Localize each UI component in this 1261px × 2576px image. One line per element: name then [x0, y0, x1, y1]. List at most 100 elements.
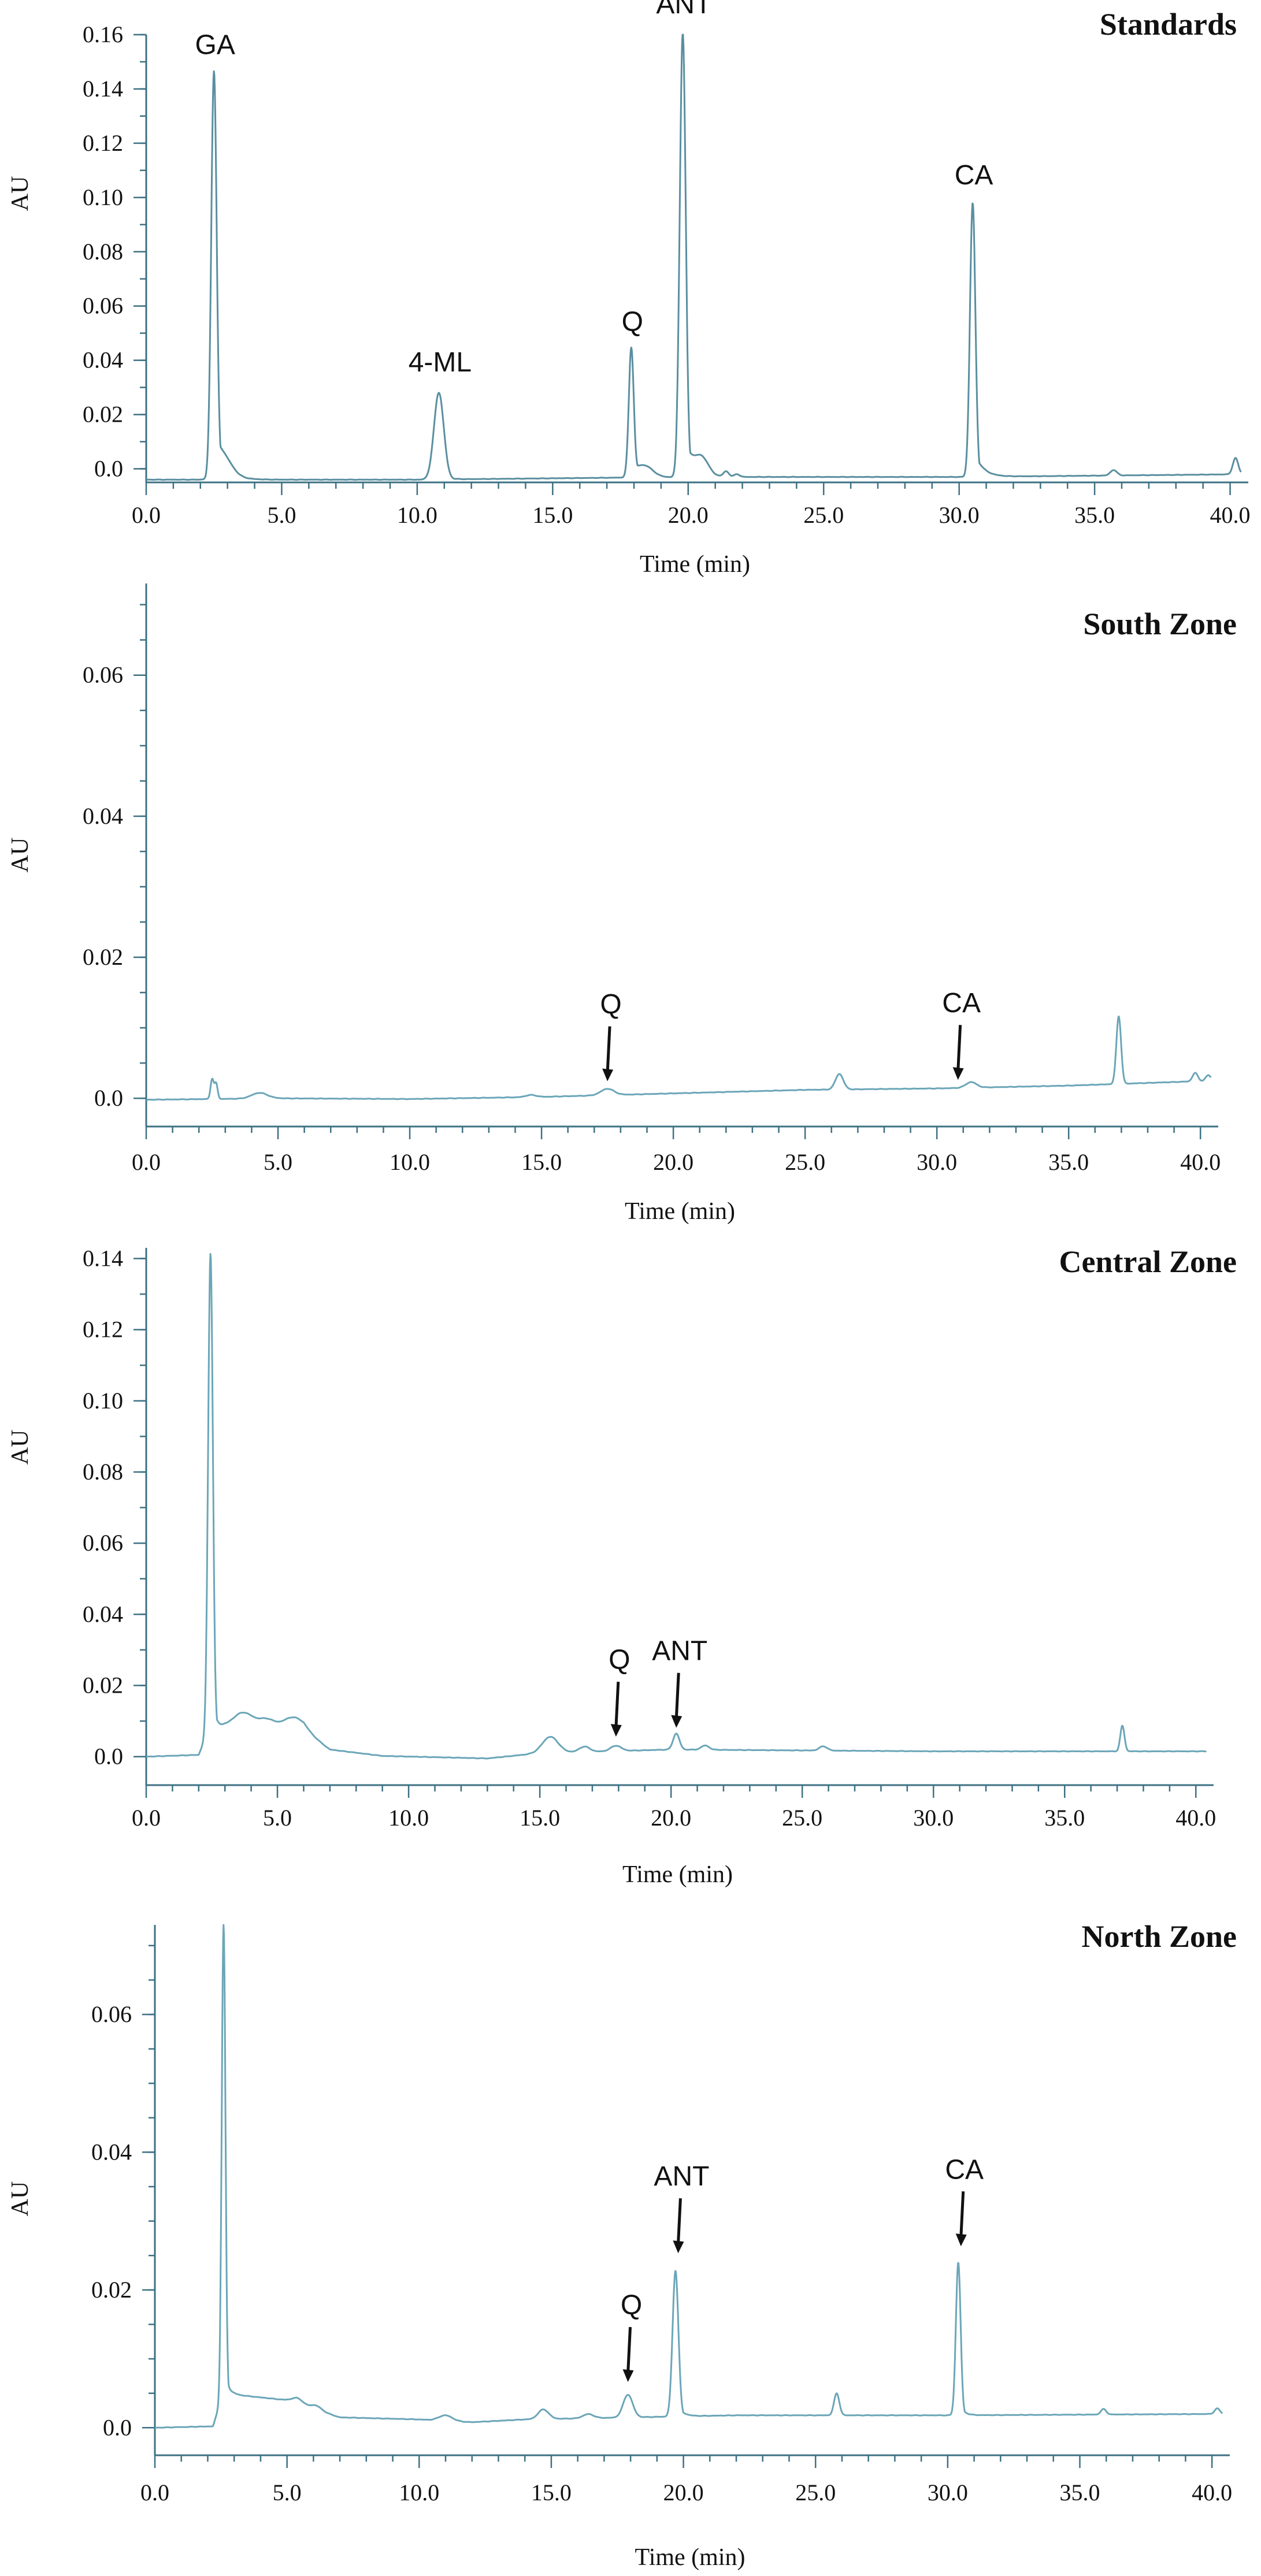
y-tick-label: 0.16 [83, 21, 123, 47]
x-tick-label: 0.0 [140, 2480, 169, 2506]
x-axis-title: Time (min) [640, 551, 750, 578]
peak-label: Q [622, 307, 643, 337]
x-tick-label: 15.0 [532, 502, 573, 528]
chart-panel-south-zone: 0.0 0.02 0.04 0.06 0.0 5.0 10.0 15.0 20.0 25.0 30.… [0, 583, 1261, 1236]
x-tick-label: 35.0 [1044, 1805, 1085, 1831]
y-tick-label: 0.06 [83, 1530, 123, 1556]
x-tick-label: 10.0 [388, 1805, 429, 1831]
y-tick-label: 0.12 [83, 130, 123, 156]
panel-title-standards: Standards [1100, 7, 1237, 42]
peak-label: Q [609, 1645, 630, 1675]
x-tick-label: 5.0 [273, 2480, 302, 2506]
x-tick-label: 15.0 [520, 1805, 560, 1831]
y-tick-label: 0.14 [83, 76, 123, 102]
chromatogram-trace [146, 34, 1242, 481]
chromatogram-trace [154, 1924, 1223, 2429]
y-tick-label: 0.12 [83, 1317, 123, 1343]
peak-arrow [956, 1025, 962, 1072]
x-tick-label: 40.0 [1210, 502, 1251, 528]
peak-label: 4-ML [409, 347, 472, 378]
peak-arrow [959, 2191, 965, 2239]
x-tick-label: 25.0 [803, 502, 844, 528]
x-tick-label: 20.0 [668, 502, 709, 528]
peak-label: GA [195, 30, 235, 61]
x-tick-label: 10.0 [399, 2480, 439, 2506]
x-tick-label: 15.0 [531, 2480, 572, 2506]
y-tick-label: 0.10 [83, 184, 123, 210]
x-axis-title: Time (min) [635, 2544, 746, 2571]
y-tick-label: 0.0 [94, 1744, 123, 1770]
peak-label: ANT [652, 1636, 707, 1667]
x-tick-label: 5.0 [264, 1149, 292, 1175]
y-tick-label: 0.0 [103, 2414, 132, 2440]
panel-title-south-zone: South Zone [1083, 607, 1237, 641]
peak-arrow-head [610, 1724, 622, 1737]
y-tick-label: 0.02 [83, 1672, 123, 1698]
y-tick-label: 0.02 [83, 402, 123, 428]
chart-svg-central-zone: 0.0 0.02 0.04 0.06 0.08 0.10 0.12 0.14 0.0 5.0 10.… [7, 1244, 1237, 1888]
peak-label: Q [600, 990, 621, 1020]
y-tick-label: 0.06 [83, 293, 123, 319]
y-tick-label: 0.06 [91, 2001, 132, 2027]
x-tick-label: 30.0 [939, 502, 980, 528]
x-tick-label: 40.0 [1180, 1149, 1221, 1175]
y-axis-title: AU [7, 176, 34, 211]
chart-panel-standards: 0.0 0.02 0.04 0.06 0.08 0.10 0.12 0.14 0.16 0.0 5.… [0, 0, 1261, 583]
x-tick-label: 25.0 [785, 1149, 825, 1175]
y-tick-label: 0.14 [83, 1245, 123, 1271]
peak-arrow [676, 2198, 682, 2246]
chart-panel-north-zone: 0.0 0.02 0.04 0.06 0.0 5.0 10.0 15.0 20.0 25.0 30.… [0, 1912, 1261, 2576]
peak-arrow [614, 1681, 620, 1729]
x-tick-label: 40.0 [1192, 2480, 1232, 2506]
peak-arrow-head [622, 2369, 634, 2382]
x-tick-label: 20.0 [663, 2480, 704, 2506]
x-tick-label: 0.0 [132, 1805, 161, 1831]
y-tick-label: 0.04 [91, 2139, 132, 2165]
y-tick-label: 0.08 [83, 239, 123, 265]
peak-label: Q [621, 2290, 642, 2321]
x-tick-label: 15.0 [521, 1149, 562, 1175]
y-tick-label: 0.06 [83, 662, 123, 688]
peak-label: ANT [654, 2161, 709, 2192]
x-tick-label: 25.0 [782, 1805, 822, 1831]
y-tick-label: 0.04 [83, 803, 123, 829]
peak-arrow [674, 1672, 680, 1720]
x-tick-label: 5.0 [263, 1805, 292, 1831]
peak-arrow-head [952, 1067, 964, 1080]
chart-panel-central-zone: 0.0 0.02 0.04 0.06 0.08 0.10 0.12 0.14 0.0 5.0 10.… [0, 1236, 1261, 1912]
y-tick-label: 0.02 [91, 2277, 132, 2303]
peak-arrow [626, 2327, 632, 2374]
peak-arrow-head [955, 2233, 967, 2247]
chart-svg-north-zone: 0.0 0.02 0.04 0.06 0.0 5.0 10.0 15.0 20.0 25.0 30.… [7, 1919, 1237, 2571]
y-axis-title: AU [7, 838, 34, 873]
x-tick-label: 20.0 [653, 1149, 693, 1175]
x-tick-label: 35.0 [1048, 1149, 1089, 1175]
y-tick-label: 0.04 [83, 347, 123, 373]
x-axis-title: Time (min) [625, 1198, 735, 1225]
chromatogram-trace [146, 1016, 1212, 1101]
x-tick-label: 10.0 [397, 502, 437, 528]
x-tick-label: 0.0 [132, 1149, 161, 1175]
panel-title-north-zone: North Zone [1082, 1919, 1237, 1954]
x-tick-label: 30.0 [917, 1149, 957, 1175]
chromatogram-trace [146, 1252, 1207, 1760]
x-tick-label: 0.0 [132, 502, 161, 528]
x-tick-label: 5.0 [267, 502, 296, 528]
peak-arrow [606, 1026, 611, 1073]
y-axis-title: AU [7, 1430, 34, 1465]
chart-svg-standards: 0.0 0.02 0.04 0.06 0.08 0.10 0.12 0.14 0.16 0.0 5.… [7, 0, 1251, 578]
x-tick-label: 10.0 [390, 1149, 430, 1175]
x-tick-label: 30.0 [913, 1805, 954, 1831]
x-tick-label: 40.0 [1175, 1805, 1216, 1831]
y-axis-title: AU [7, 2181, 34, 2217]
x-tick-label: 35.0 [1059, 2480, 1100, 2506]
x-axis-title: Time (min) [622, 1861, 733, 1888]
y-tick-label: 0.04 [83, 1601, 123, 1627]
peak-arrow-head [673, 2240, 684, 2254]
chart-svg-south-zone: 0.0 0.02 0.04 0.06 0.0 5.0 10.0 15.0 20.0 25.0 30.… [7, 583, 1237, 1225]
peak-label: CA [955, 160, 993, 191]
y-tick-label: 0.0 [94, 1085, 123, 1111]
x-tick-label: 35.0 [1074, 502, 1115, 528]
x-tick-label: 30.0 [928, 2480, 968, 2506]
